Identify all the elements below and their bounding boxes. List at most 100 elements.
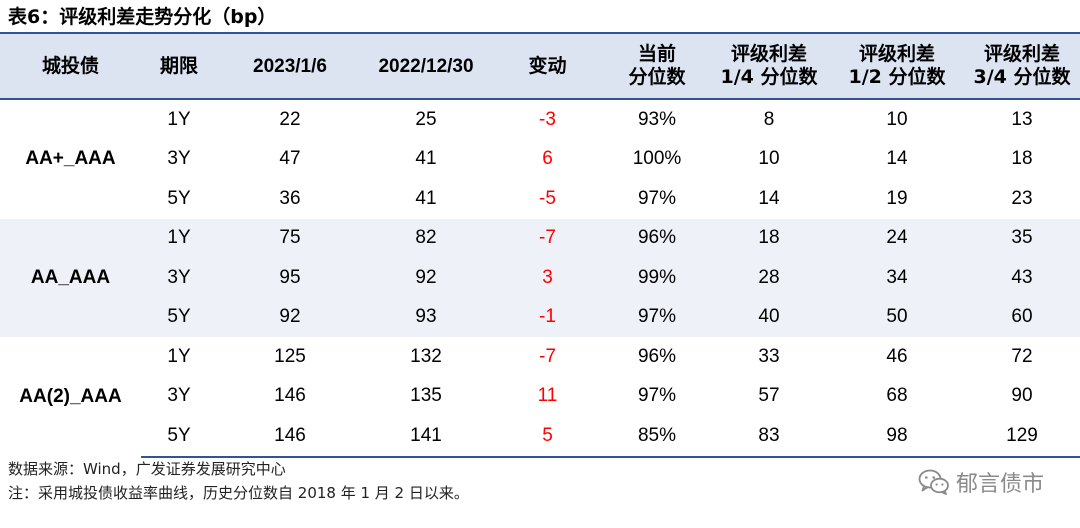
term-cell: 5Y <box>141 297 217 337</box>
group-label: AA+_AAA <box>0 99 141 219</box>
value-2023-cell: 95 <box>217 258 363 298</box>
q1-cell: 40 <box>708 297 830 337</box>
footnote: 注：采用城投债收益率曲线，历史分位数自 2018 年 1 月 2 日以来。 <box>8 484 469 502</box>
term-cell: 3Y <box>141 139 217 179</box>
percentile-cell: 97% <box>606 297 708 337</box>
header-line: 当前 <box>637 43 676 65</box>
q2-cell: 68 <box>830 376 964 416</box>
top-rule <box>0 32 1080 34</box>
q1-cell: 83 <box>708 416 830 458</box>
value-2022-cell: 93 <box>363 297 489 337</box>
q1-cell: 14 <box>708 179 830 219</box>
value-2022-cell: 25 <box>363 99 489 140</box>
value-2023-cell: 22 <box>217 99 363 140</box>
percentile-cell: 97% <box>606 376 708 416</box>
q2-cell: 50 <box>830 297 964 337</box>
percentile-cell: 96% <box>606 218 708 258</box>
table-row: AA_AAA 1Y 75 82 -7 96% 18 24 35 <box>0 218 1080 337</box>
change-cell: -3 <box>489 99 606 140</box>
term-cell: 1Y <box>141 218 217 258</box>
table-row: 5Y 146 141 5 85% 83 98 129 <box>0 416 1080 458</box>
header-row: 城投债 期限 2023/1/6 2022/12/30 变动 当前 分位数 评级利… <box>0 34 1080 100</box>
header-cell: 2022/12/30 <box>363 34 489 100</box>
watermark: 郁言债市 <box>918 466 1044 498</box>
header-line: 评级利差 <box>730 43 807 65</box>
q3-cell: 13 <box>964 99 1080 140</box>
change-cell: -7 <box>489 218 606 258</box>
table-title: 表6：评级利差走势分化（bp） <box>8 6 277 28</box>
header-cell: 评级利差 1/4 分位数 <box>708 34 830 100</box>
header-line: 评级利差 <box>858 43 935 65</box>
q1-cell: 18 <box>708 218 830 258</box>
term-cell: 1Y <box>141 99 217 140</box>
q3-cell: 18 <box>964 139 1080 179</box>
q1-cell: 10 <box>708 139 830 179</box>
group-label: AA_AAA <box>0 218 141 337</box>
value-2022-cell: 82 <box>363 218 489 258</box>
table-row: 3Y 146 135 11 97% 57 68 90 <box>0 376 1080 416</box>
q2-cell: 24 <box>830 218 964 258</box>
header-cell: 2023/1/6 <box>217 34 363 100</box>
change-cell: 11 <box>489 376 606 416</box>
header-cell: 期限 <box>141 34 217 100</box>
percentile-cell: 96% <box>606 337 708 377</box>
term-cell: 1Y <box>141 337 217 377</box>
table-row: 5Y 92 93 -1 97% 40 50 60 <box>0 297 1080 337</box>
header-cell: 评级利差 1/2 分位数 <box>830 34 964 100</box>
wechat-icon <box>918 468 950 496</box>
q2-cell: 46 <box>830 337 964 377</box>
change-cell: 3 <box>489 258 606 298</box>
spread-table: 城投债 期限 2023/1/6 2022/12/30 变动 当前 分位数 评级利… <box>0 34 1080 458</box>
change-cell: -1 <box>489 297 606 337</box>
header-line: 1/2 分位数 <box>848 66 946 88</box>
table-row: 3Y 47 41 6 100% 10 14 18 <box>0 139 1080 179</box>
change-cell: 5 <box>489 416 606 458</box>
q2-cell: 14 <box>830 139 964 179</box>
q3-cell: 129 <box>964 416 1080 458</box>
value-2022-cell: 92 <box>363 258 489 298</box>
q1-cell: 28 <box>708 258 830 298</box>
percentile-cell: 100% <box>606 139 708 179</box>
q1-cell: 57 <box>708 376 830 416</box>
header-cell: 城投债 <box>0 34 141 100</box>
value-2022-cell: 41 <box>363 139 489 179</box>
q1-cell: 8 <box>708 99 830 140</box>
value-2022-cell: 132 <box>363 337 489 377</box>
term-cell: 3Y <box>141 376 217 416</box>
table-row: AA+_AAA 1Y 22 25 -3 93% 8 10 13 <box>0 99 1080 219</box>
table-row: AA(2)_AAA 1Y 125 132 -7 96% 33 46 72 <box>0 337 1080 457</box>
q2-cell: 98 <box>830 416 964 458</box>
percentile-cell: 93% <box>606 99 708 140</box>
percentile-cell: 85% <box>606 416 708 458</box>
header-cell: 变动 <box>489 34 606 100</box>
q3-cell: 43 <box>964 258 1080 298</box>
term-cell: 5Y <box>141 179 217 219</box>
group-label: AA(2)_AAA <box>0 337 141 457</box>
value-2023-cell: 146 <box>217 416 363 458</box>
table-row: 3Y 95 92 3 99% 28 34 43 <box>0 258 1080 298</box>
percentile-cell: 99% <box>606 258 708 298</box>
q1-cell: 33 <box>708 337 830 377</box>
header-line: 1/4 分位数 <box>720 66 818 88</box>
watermark-text: 郁言债市 <box>955 472 1044 497</box>
q2-cell: 19 <box>830 179 964 219</box>
value-2023-cell: 146 <box>217 376 363 416</box>
q3-cell: 35 <box>964 218 1080 258</box>
term-cell: 5Y <box>141 416 217 458</box>
table-row: 5Y 36 41 -5 97% 14 19 23 <box>0 179 1080 219</box>
percentile-cell: 97% <box>606 179 708 219</box>
q3-cell: 72 <box>964 337 1080 377</box>
q2-cell: 34 <box>830 258 964 298</box>
value-2023-cell: 125 <box>217 337 363 377</box>
term-cell: 3Y <box>141 258 217 298</box>
value-2023-cell: 47 <box>217 139 363 179</box>
change-cell: -7 <box>489 337 606 377</box>
source-note: 数据来源：Wind，广发证券发展研究中心 <box>8 460 286 478</box>
q3-cell: 60 <box>964 297 1080 337</box>
value-2023-cell: 36 <box>217 179 363 219</box>
value-2022-cell: 135 <box>363 376 489 416</box>
value-2022-cell: 141 <box>363 416 489 458</box>
header-line: 3/4 分位数 <box>973 66 1071 88</box>
q3-cell: 23 <box>964 179 1080 219</box>
q2-cell: 10 <box>830 99 964 140</box>
